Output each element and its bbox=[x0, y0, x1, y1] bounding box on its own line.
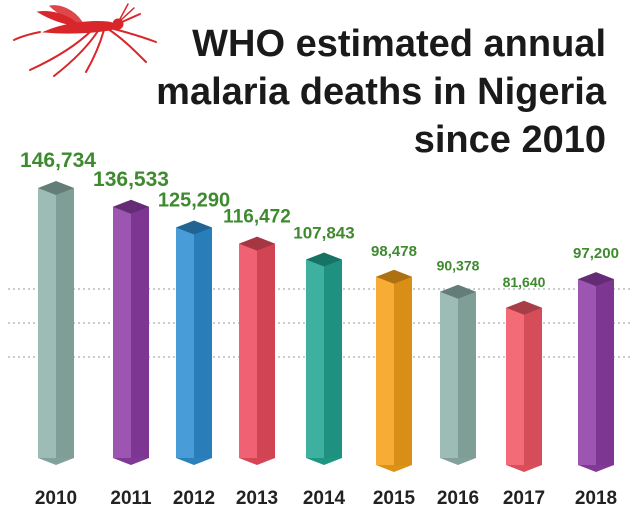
bar-base bbox=[440, 458, 476, 465]
x-tick-label-2017: 2017 bbox=[503, 488, 545, 509]
bars-group bbox=[38, 181, 614, 472]
bar-base bbox=[113, 458, 149, 465]
bar-face-left bbox=[376, 276, 394, 465]
x-tick-label-2011: 2011 bbox=[110, 488, 152, 509]
bar-2014 bbox=[306, 252, 342, 465]
value-label-2011: 136,533 bbox=[93, 168, 169, 191]
value-label-2017: 81,640 bbox=[503, 274, 546, 290]
bar-base bbox=[578, 465, 614, 472]
bar-face-right bbox=[257, 243, 275, 458]
chart-title-line-3: since 2010 bbox=[414, 119, 606, 161]
bar-face-left bbox=[506, 307, 524, 465]
bar-base bbox=[376, 465, 412, 472]
bar-cap bbox=[506, 300, 542, 315]
x-tick-label-2012: 2012 bbox=[173, 488, 215, 509]
bar-cap bbox=[239, 236, 275, 251]
bar-face-left bbox=[38, 188, 56, 458]
bar-2015 bbox=[376, 269, 412, 472]
value-label-2012: 125,290 bbox=[158, 189, 230, 211]
value-label-2010: 146,734 bbox=[20, 149, 96, 172]
value-label-2013: 116,472 bbox=[223, 207, 291, 228]
bar-face-right bbox=[194, 227, 212, 458]
bar-face-right bbox=[394, 276, 412, 465]
value-label-2014: 107,843 bbox=[293, 224, 354, 243]
bar-2013 bbox=[239, 236, 275, 465]
bar-face-left bbox=[113, 206, 131, 458]
bar-cap bbox=[176, 220, 212, 235]
x-tick-label-2013: 2013 bbox=[236, 488, 278, 509]
mosquito-icon bbox=[13, 3, 157, 77]
bar-face-left bbox=[306, 259, 324, 458]
bar-cap bbox=[376, 269, 412, 284]
value-label-2018: 97,200 bbox=[573, 245, 619, 262]
bar-base bbox=[38, 458, 74, 465]
bar-face-right bbox=[56, 188, 74, 458]
x-tick-label-2015: 2015 bbox=[373, 488, 416, 509]
x-tick-label-2014: 2014 bbox=[303, 488, 346, 509]
bar-face-left bbox=[239, 243, 257, 458]
bar-2011 bbox=[113, 199, 149, 465]
bar-face-left bbox=[578, 279, 596, 465]
bar-2010 bbox=[38, 181, 74, 465]
bar-base bbox=[306, 458, 342, 465]
bar-face-right bbox=[458, 291, 476, 458]
x-axis-labels: 2010 2011 2012 2013 2014 2015 2016 2017 2018 bbox=[35, 488, 617, 509]
bar-cap bbox=[113, 199, 149, 214]
bar-cap bbox=[306, 252, 342, 267]
bar-base bbox=[239, 458, 275, 465]
bar-2012 bbox=[176, 220, 212, 465]
bar-face-right bbox=[131, 206, 149, 458]
bar-cap bbox=[578, 272, 614, 287]
bar-2017 bbox=[506, 300, 542, 472]
bar-face-right bbox=[524, 307, 542, 465]
bar-face-right bbox=[596, 279, 614, 465]
bar-2018 bbox=[578, 272, 614, 472]
bar-face-left bbox=[176, 227, 194, 458]
bar-2016 bbox=[440, 284, 476, 465]
bar-cap bbox=[38, 181, 74, 195]
value-label-2015: 98,478 bbox=[371, 243, 417, 260]
bar-face-right bbox=[324, 259, 342, 458]
bar-face-left bbox=[440, 291, 458, 458]
x-tick-label-2018: 2018 bbox=[575, 488, 617, 509]
chart-title-line-1: WHO estimated annual bbox=[192, 23, 606, 65]
chart-title-line-2: malaria deaths in Nigeria bbox=[156, 71, 607, 113]
x-tick-label-2010: 2010 bbox=[35, 488, 77, 509]
bar-cap bbox=[440, 284, 476, 299]
value-label-2016: 90,378 bbox=[437, 258, 480, 274]
bar-base bbox=[506, 465, 542, 472]
x-tick-label-2016: 2016 bbox=[437, 488, 479, 509]
bar-base bbox=[176, 458, 212, 465]
